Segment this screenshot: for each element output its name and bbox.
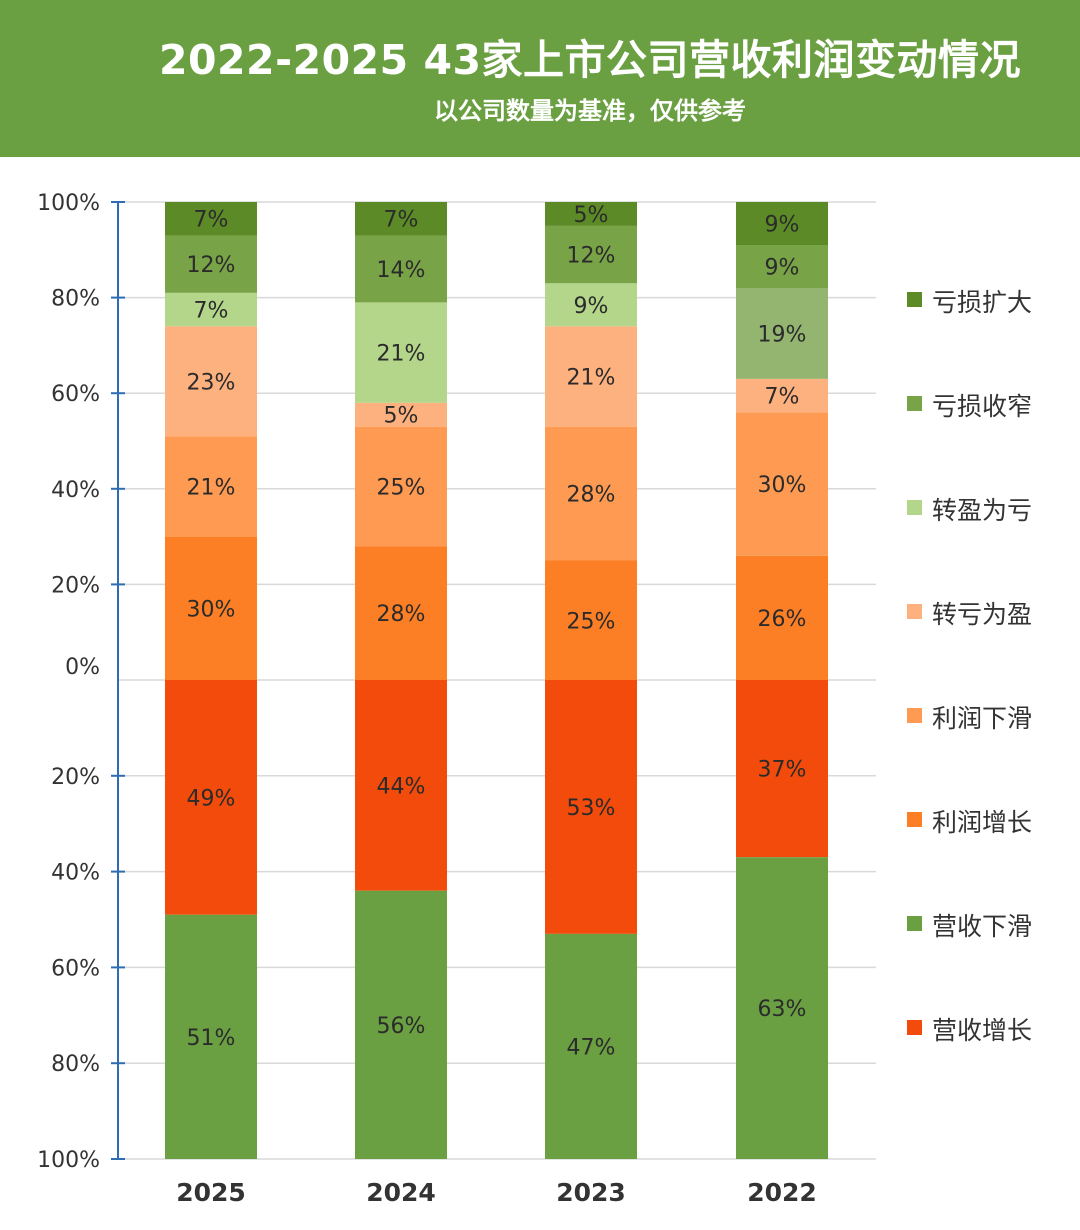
data-label: 26% — [758, 607, 807, 632]
legend-swatch — [907, 292, 922, 307]
data-label: 9% — [574, 294, 609, 319]
data-label: 5% — [574, 203, 609, 228]
bar-segment — [165, 914, 257, 1159]
y-tick-label: 80% — [51, 287, 100, 312]
bar-segment — [355, 546, 447, 680]
bar-segment — [736, 555, 828, 680]
y-tick-label: 40% — [51, 478, 100, 503]
bar-segment — [736, 378, 828, 413]
data-label: 56% — [377, 1014, 426, 1039]
data-label: 63% — [758, 997, 807, 1022]
data-label: 53% — [567, 796, 616, 821]
y-tick-label: 80% — [51, 1052, 100, 1077]
data-label: 51% — [187, 1026, 236, 1051]
legend-label: 营收增长 — [932, 1016, 1032, 1045]
data-label: 12% — [187, 253, 236, 278]
bar-segment — [545, 283, 637, 327]
data-label: 25% — [567, 609, 616, 634]
bar-segment — [545, 225, 637, 284]
data-label: 30% — [758, 473, 807, 498]
bar-segment — [355, 890, 447, 1159]
data-label: 23% — [187, 370, 236, 395]
bar-segment — [545, 426, 637, 561]
data-label: 19% — [758, 322, 807, 347]
bar-segment — [355, 402, 447, 427]
data-label: 7% — [384, 208, 419, 233]
data-label: 21% — [377, 342, 426, 367]
bar-segment — [736, 288, 828, 379]
data-label: 28% — [567, 483, 616, 508]
bar-segment — [736, 412, 828, 556]
legend-label: 转盈为亏 — [932, 496, 1032, 525]
data-label: 47% — [567, 1035, 616, 1060]
bar-segment — [736, 245, 828, 289]
data-label: 5% — [384, 404, 419, 429]
legend-swatch — [907, 1020, 922, 1035]
data-label: 9% — [765, 256, 800, 281]
x-tick-label: 2024 — [366, 1178, 436, 1207]
y-tick-label: 20% — [51, 765, 100, 790]
bar-segment — [355, 235, 447, 303]
data-label: 37% — [758, 758, 807, 783]
legend-swatch — [907, 396, 922, 411]
bar-segment — [736, 202, 828, 246]
bar-segment — [165, 235, 257, 293]
legend-label: 亏损扩大 — [932, 288, 1032, 317]
data-label: 12% — [567, 244, 616, 269]
legend-swatch — [907, 500, 922, 515]
chart-title: 2022-2025 43家上市公司营收利润变动情况 — [158, 36, 1022, 84]
data-label: 25% — [377, 475, 426, 500]
bar-segment — [165, 326, 257, 437]
data-label: 30% — [187, 597, 236, 622]
bar-segment — [165, 680, 257, 915]
legend-label: 转亏为盈 — [932, 600, 1032, 629]
data-label: 14% — [377, 258, 426, 283]
data-label: 7% — [765, 385, 800, 410]
bar-segment — [545, 680, 637, 934]
bar-segment — [355, 680, 447, 891]
bar-segment — [736, 680, 828, 858]
legend-label: 亏损收窄 — [932, 392, 1032, 421]
y-tick-label: 100% — [37, 1148, 100, 1173]
x-tick-label: 2023 — [556, 1178, 626, 1207]
data-label: 28% — [377, 602, 426, 627]
legend-label: 营收下滑 — [932, 912, 1032, 941]
legend-label: 利润增长 — [932, 808, 1032, 837]
chart-subtitle: 以公司数量为基准，仅供参考 — [434, 97, 746, 125]
data-label: 49% — [187, 786, 236, 811]
bar-segment — [165, 436, 257, 537]
x-tick-label: 2025 — [176, 1178, 246, 1207]
bar-segment — [165, 536, 257, 680]
legend-swatch — [907, 916, 922, 931]
legend-swatch — [907, 708, 922, 723]
legend-swatch — [907, 812, 922, 827]
data-label: 21% — [567, 365, 616, 390]
y-tick-label: 20% — [51, 573, 100, 598]
bar-segment — [355, 426, 447, 547]
bar-segment — [736, 857, 828, 1159]
data-label: 7% — [194, 299, 229, 324]
bar-segment — [165, 202, 257, 236]
bar-segment — [355, 302, 447, 403]
data-label: 44% — [377, 774, 426, 799]
bar-segment — [165, 292, 257, 327]
bar-segment — [545, 933, 637, 1159]
legend-label: 利润下滑 — [932, 704, 1032, 733]
data-label: 7% — [194, 208, 229, 233]
title-banner: 2022-2025 43家上市公司营收利润变动情况 以公司数量为基准，仅供参考 — [0, 0, 1080, 157]
y-tick-label: 60% — [51, 382, 100, 407]
legend-swatch — [907, 604, 922, 619]
data-label: 21% — [187, 475, 236, 500]
bar-segment — [545, 202, 637, 226]
y-tick-label: 0% — [65, 655, 100, 680]
y-tick-label: 60% — [51, 956, 100, 981]
y-tick-label: 40% — [51, 861, 100, 886]
x-tick-label: 2022 — [747, 1178, 817, 1207]
bar-segment — [355, 202, 447, 236]
data-label: 9% — [765, 213, 800, 238]
bar-segment — [545, 326, 637, 427]
y-tick-label: 100% — [37, 191, 100, 216]
bar-segment — [545, 560, 637, 680]
